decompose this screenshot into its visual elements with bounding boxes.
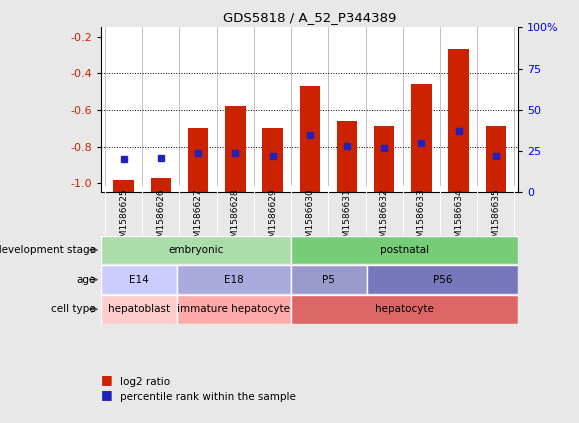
Text: E18: E18 (224, 275, 244, 285)
Bar (188, 128, 208, 192)
Text: GSM1586629: GSM1586629 (268, 189, 277, 249)
Text: log2 ratio: log2 ratio (120, 377, 171, 387)
Text: age: age (76, 275, 96, 285)
Text: GSM1586625: GSM1586625 (119, 189, 128, 249)
Bar (262, 128, 283, 192)
Bar (101, 236, 291, 264)
Text: E14: E14 (129, 275, 149, 285)
Bar (299, 86, 320, 192)
Bar (291, 265, 367, 294)
Bar (225, 106, 245, 192)
Text: hepatocyte: hepatocyte (375, 304, 434, 314)
Bar (367, 265, 518, 294)
Text: GSM1586628: GSM1586628 (231, 189, 240, 249)
Text: embryonic: embryonic (168, 245, 223, 255)
Text: development stage: development stage (0, 245, 96, 255)
Text: P5: P5 (323, 275, 335, 285)
Text: hepatoblast: hepatoblast (108, 304, 170, 314)
Text: GSM1586626: GSM1586626 (156, 189, 166, 249)
Bar (337, 121, 357, 192)
Bar (113, 180, 134, 192)
Text: ■: ■ (101, 373, 113, 386)
Text: P56: P56 (433, 275, 452, 285)
Bar (411, 84, 432, 192)
Text: percentile rank within the sample: percentile rank within the sample (120, 392, 296, 402)
Bar (101, 265, 177, 294)
Bar (177, 295, 291, 324)
Bar (486, 126, 506, 192)
Bar (374, 126, 394, 192)
Title: GDS5818 / A_52_P344389: GDS5818 / A_52_P344389 (223, 11, 397, 24)
Text: GSM1586634: GSM1586634 (454, 189, 463, 249)
Bar (151, 178, 171, 192)
Bar (177, 265, 291, 294)
Bar (291, 295, 518, 324)
Text: GSM1586635: GSM1586635 (492, 189, 500, 249)
Text: GSM1586631: GSM1586631 (343, 189, 351, 249)
Text: immature hepatocyte: immature hepatocyte (178, 304, 291, 314)
Text: postnatal: postnatal (380, 245, 429, 255)
Text: cell type: cell type (51, 304, 96, 314)
Bar (448, 49, 469, 192)
Text: GSM1586627: GSM1586627 (193, 189, 203, 249)
Text: GSM1586630: GSM1586630 (305, 189, 314, 249)
Text: GSM1586633: GSM1586633 (417, 189, 426, 249)
Text: ■: ■ (101, 387, 113, 401)
Bar (101, 295, 177, 324)
Bar (291, 236, 518, 264)
Text: GSM1586632: GSM1586632 (380, 189, 389, 249)
